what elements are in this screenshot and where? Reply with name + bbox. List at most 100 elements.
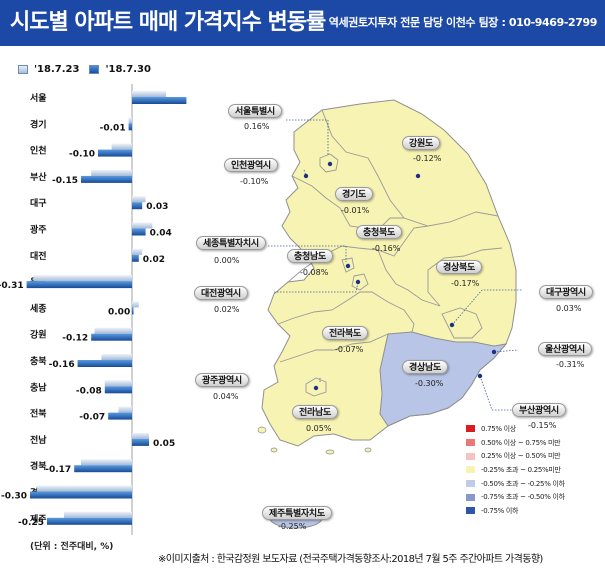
map-legend-swatch [466,507,475,515]
map-legend-label: 0.50% 이상 ~ 0.75% 미만 [481,438,561,447]
region-value-daejeon: 0.02% [214,305,240,314]
map-legend-label: -0.25% 초과 ~ 0.25%미만 [481,465,561,474]
region-value-jeju: -0.25% [278,522,307,531]
category-label: 대구 [30,197,47,209]
map-legend-swatch [466,452,475,460]
border-gangwon [321,109,499,227]
region-label-jeonnam: 전라남도 [292,405,338,419]
map-legend-swatch [466,493,475,501]
region-label-sejong: 세종특별자치시 [196,236,266,250]
marker-sejong [345,263,351,269]
bar-cur [91,333,132,341]
region-label-gangwon: 강원도 [402,136,440,150]
region-label-gyeongbuk: 경상북도 [436,260,482,274]
border-chungbuk [377,249,441,307]
value-label: -0.12 [62,334,88,344]
category-label: 전남 [30,434,47,446]
region-value-gyeongbuk: -0.17% [451,279,480,288]
region-label-seoul: 서울특별시 [228,104,282,118]
value-label: -0.15 [52,176,78,186]
map-legend-label: 0.75% 이상 [481,424,516,433]
bar-prev [36,485,132,492]
map-legend-swatch [466,425,475,433]
bar-cur [108,412,132,420]
value-label: -0.17 [45,465,71,475]
region-value-incheon: -0.10% [240,177,269,186]
region-value-sejong: 0.00% [214,256,240,265]
map-legend-label: -0.75% 초과 ~ -0.50% 이하 [481,493,565,502]
bar-cur [74,465,132,473]
bar-prev [94,327,132,334]
source-note: ※이미지출처 : 한국감정원 보도자료 (전국주택가격동향조사:2018년 7월… [158,554,543,565]
category-label: 충남 [30,381,47,393]
legend-label-prev: '18.7.23 [34,64,80,75]
bar-cur [132,254,139,262]
border-jeonnam [279,333,389,363]
value-label: -0.30 [1,492,27,502]
map-legend-row: -0.75% 이하 [466,504,592,518]
border-daegu [441,307,483,339]
island-2 [270,447,278,453]
bar-prev [91,169,132,176]
region-value-chungnam: -0.08% [300,268,329,277]
map-legend-label: -0.50% 초과 ~ -0.25% 이하 [481,479,565,488]
value-label: -0.16 [49,360,75,370]
map-legend-row: -0.25% 초과 ~ 0.25%미만 [466,463,592,477]
marker-busan [477,373,483,379]
region-label-daegu: 대구광역시 [539,285,593,299]
marker-incheon [303,173,309,179]
leader-busan [479,375,512,411]
bar-cur [47,517,132,525]
category-label: 광주 [30,224,47,236]
bar-cur [132,438,149,446]
border-gyeongbuk [427,247,503,307]
category-label: 전북 [30,408,47,420]
region-label-jeonbuk: 전라북도 [322,326,368,340]
map-legend-swatch [466,466,475,474]
border-daejeon [351,273,369,291]
header: 시도별 아파트 매매 가격지수 변동률 역세권토지투자 전문 담당 이천수 팀장… [0,0,605,52]
map-legend-row: 0.75% 이상 [466,422,592,436]
bar-cur [128,123,132,131]
category-label: 경북 [30,460,47,472]
value-label: -0.01 [100,123,126,133]
bar-prev [128,117,132,124]
category-label: 경기 [30,118,47,130]
marker-ulsan [491,349,497,355]
bar-cur [98,149,132,157]
region-label-daejeon: 대전광역시 [194,286,248,300]
korea-map [257,99,522,529]
category-label: 강원 [30,329,47,341]
leader-sejong [268,245,347,262]
leader-daejeon [274,281,359,293]
category-label: 제주 [30,513,47,525]
category-label: 충북 [30,355,47,367]
region-label-incheon: 인천광역시 [224,158,278,172]
region-value-gyeongnam: -0.30% [415,379,444,388]
category-label: 부산 [30,171,47,183]
region-value-ulsan: -0.31% [556,360,585,369]
border-gyeonggi [291,175,404,231]
category-label: 세종 [30,302,47,314]
bar-prev [64,511,132,518]
value-label: 0.03 [146,202,168,212]
category-label: 대전 [30,250,47,262]
region-value-busan: -0.15% [528,421,557,430]
map-legend-row: -0.50% 초과 ~ -0.25% 이하 [466,477,592,491]
bar-prev [132,248,143,255]
island-3 [325,449,335,455]
bar-chart: 서울0.16경기-0.01인천-0.10부산-0.15대구0.03광주0.04대… [0,84,187,535]
legend-label-cur: '18.7.30 [105,64,151,75]
bar-prev [33,275,132,282]
bar-cur [77,360,132,367]
map-legend-row: 0.25% 이상 ~ 0.50% 미만 [466,449,592,463]
border-chungnam [287,225,429,283]
bar-prev [132,432,149,439]
bar-prev [104,380,132,387]
map-legend-row: 0.50% 이상 ~ 0.75% 미만 [466,436,592,450]
marker-gwangju [313,385,319,391]
marker-seoul [327,161,333,167]
region-label-ulsan: 울산광역시 [538,342,592,356]
unit-note: (단위 : 전주대비, %) [30,542,114,552]
value-label: 0.05 [153,439,175,449]
